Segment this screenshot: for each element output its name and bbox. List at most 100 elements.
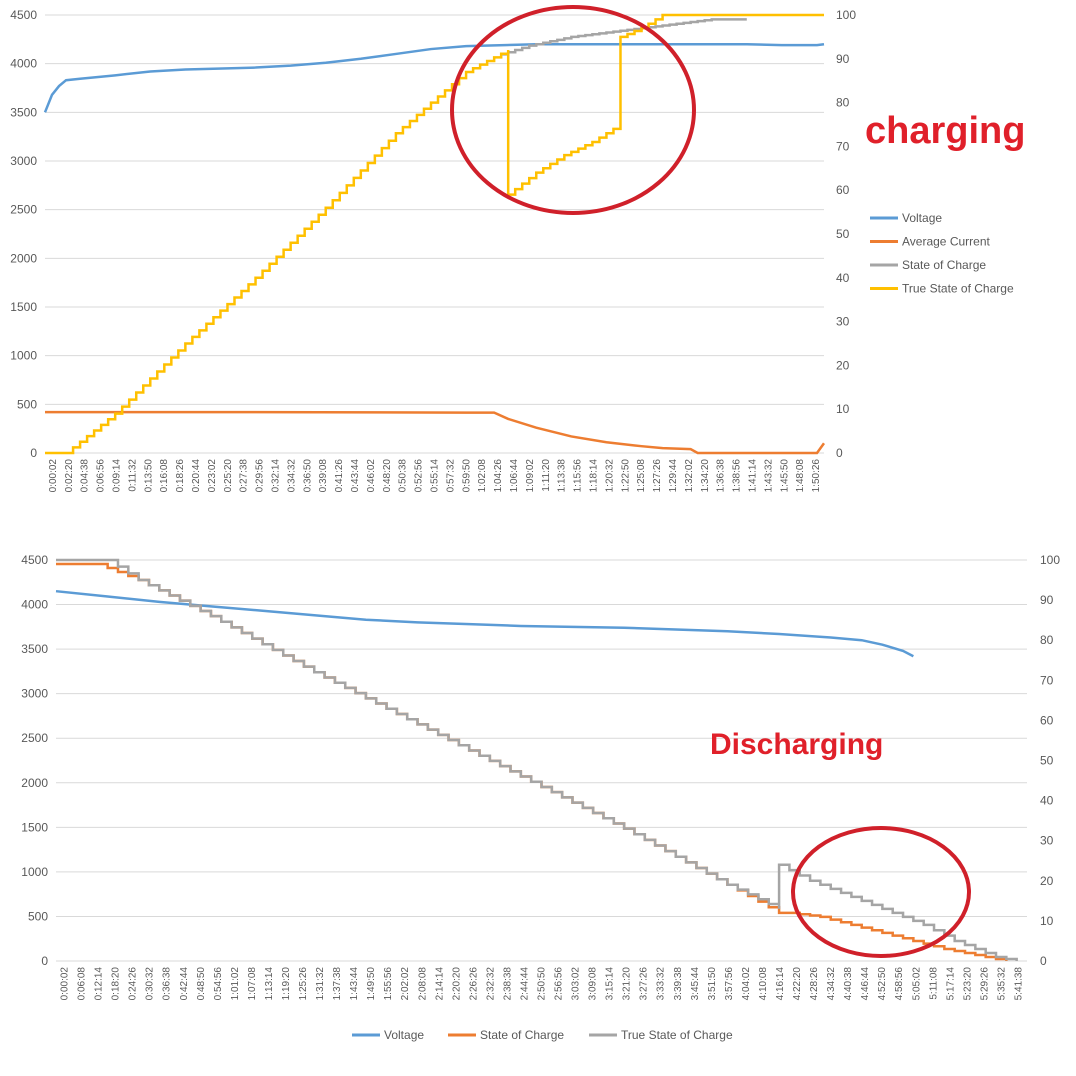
x-tick-label: 4:16:14 bbox=[775, 967, 786, 1001]
x-tick-label: 2:50:50 bbox=[537, 967, 548, 1001]
x-tick-label: 1:18:14 bbox=[588, 459, 599, 493]
y-right-tick-label: 40 bbox=[836, 271, 850, 285]
x-tick-label: 3:09:08 bbox=[588, 967, 599, 1001]
x-tick-label: 1:19:20 bbox=[281, 967, 292, 1001]
x-tick-label: 4:10:08 bbox=[758, 967, 769, 1001]
x-tick-label: 5:35:32 bbox=[996, 967, 1007, 1001]
x-tick-label: 2:56:56 bbox=[554, 967, 565, 1001]
x-tick-label: 0:04:38 bbox=[80, 459, 91, 493]
x-tick-label: 1:01:02 bbox=[230, 967, 241, 1001]
true-state-of-charge-line bbox=[45, 13, 824, 455]
x-tick-label: 0:27:38 bbox=[239, 459, 250, 493]
x-tick-label: 3:39:38 bbox=[673, 967, 684, 1001]
y-right-tick-label: 60 bbox=[1040, 713, 1054, 727]
x-tick-label: 1:25:26 bbox=[298, 967, 309, 1001]
y-left-tick-label: 4000 bbox=[21, 598, 48, 612]
x-tick-label: 4:46:44 bbox=[860, 967, 871, 1001]
x-tick-label: 0:12:14 bbox=[94, 967, 105, 1001]
x-tick-label: 1:15:56 bbox=[573, 459, 584, 493]
y-left-tick-label: 3500 bbox=[10, 105, 37, 119]
x-tick-label: 3:15:14 bbox=[605, 967, 616, 1001]
discharging-chart: 0 500 1000 1500 2000 2500 3000 3500 4000 4500 0 10 2… bbox=[21, 553, 1060, 1042]
y-left-tick-label: 1500 bbox=[21, 820, 48, 834]
x-tick-label: 5:41:38 bbox=[1013, 967, 1024, 1001]
x-tick-label: 1:43:32 bbox=[763, 459, 774, 493]
x-tick-label: 0:24:26 bbox=[128, 967, 139, 1001]
y-left-tick-label: 4000 bbox=[10, 57, 37, 71]
state-of-charge-line bbox=[501, 18, 747, 56]
x-tick-label: 4:58:56 bbox=[894, 967, 905, 1001]
legend-entry: Average Current bbox=[902, 235, 990, 249]
x-tick-label: 5:29:26 bbox=[979, 967, 990, 1001]
y-left-tick-label: 0 bbox=[41, 954, 48, 968]
x-tick-label: 0:16:08 bbox=[159, 459, 170, 493]
x-tick-label: 2:20:20 bbox=[451, 967, 462, 1001]
y-right-tick-label: 90 bbox=[836, 52, 850, 66]
x-tick-label: 1:13:14 bbox=[264, 967, 275, 1001]
x-tick-label: 0:18:20 bbox=[111, 967, 122, 1001]
x-tick-label: 2:44:44 bbox=[519, 967, 530, 1001]
x-tick-label: 5:05:02 bbox=[911, 967, 922, 1001]
discharging-label: Discharging bbox=[710, 728, 883, 761]
y-left-tick-label: 500 bbox=[17, 397, 37, 411]
y-right-tick-label: 70 bbox=[836, 139, 850, 153]
x-tick-label: 1:31:32 bbox=[315, 967, 326, 1001]
y-left-tick-label: 2000 bbox=[10, 251, 37, 265]
y-right-tick-label: 30 bbox=[1040, 834, 1054, 848]
x-tick-label: 0:06:08 bbox=[77, 967, 88, 1001]
x-tick-label: 1:34:20 bbox=[700, 459, 711, 493]
x-tick-label: 0:30:32 bbox=[145, 967, 156, 1001]
x-tick-label: 1:20:32 bbox=[604, 459, 615, 493]
discharging-highlight-circle bbox=[791, 826, 971, 958]
x-tick-label: 3:57:56 bbox=[724, 967, 735, 1001]
x-tick-label: 1:06:44 bbox=[509, 459, 520, 493]
x-tick-label: 0:48:20 bbox=[382, 459, 393, 493]
x-tick-label: 0:00:02 bbox=[48, 459, 59, 493]
x-tick-label: 1:11:20 bbox=[541, 459, 552, 492]
x-tick-label: 3:27:26 bbox=[639, 967, 650, 1001]
y-left-tick-label: 0 bbox=[30, 446, 37, 460]
y-right-tick-label: 70 bbox=[1040, 673, 1054, 687]
x-tick-label: 4:52:50 bbox=[877, 967, 888, 1001]
x-tick-label: 4:04:02 bbox=[741, 967, 752, 1001]
x-tick-label: 0:34:32 bbox=[286, 459, 297, 493]
x-tick-label: 4:34:32 bbox=[826, 967, 837, 1001]
x-tick-label: 1:04:26 bbox=[493, 459, 504, 493]
x-tick-label: 2:14:14 bbox=[434, 967, 445, 1001]
x-tick-label: 0:52:56 bbox=[414, 459, 425, 493]
x-tick-label: 3:33:32 bbox=[656, 967, 667, 1001]
legend-entry: Voltage bbox=[902, 211, 942, 225]
x-tick-label: 0:46:02 bbox=[366, 459, 377, 493]
legend-entry: True State of Charge bbox=[902, 282, 1014, 296]
x-tick-label: 0:50:38 bbox=[398, 459, 409, 493]
x-tick-label: 1:45:50 bbox=[779, 459, 790, 493]
y-left-tick-label: 3000 bbox=[10, 154, 37, 168]
x-tick-label: 0:32:14 bbox=[271, 459, 282, 493]
legend-entry: True State of Charge bbox=[621, 1028, 733, 1042]
x-tick-label: 2:32:32 bbox=[485, 967, 496, 1001]
x-tick-label: 1:32:02 bbox=[684, 459, 695, 493]
x-tick-label: 1:27:26 bbox=[652, 459, 663, 493]
x-tick-label: 0:36:50 bbox=[302, 459, 313, 493]
x-tick-label: 1:02:08 bbox=[477, 459, 488, 493]
x-tick-label: 3:45:44 bbox=[690, 967, 701, 1001]
charging-highlight-circle bbox=[450, 5, 696, 215]
x-tick-label: 3:21:20 bbox=[622, 967, 633, 1001]
x-tick-label: 0:18:26 bbox=[175, 459, 186, 493]
y-right-tick-label: 40 bbox=[1040, 794, 1054, 808]
y-left-tick-label: 1500 bbox=[10, 300, 37, 314]
x-tick-label: 0:48:50 bbox=[196, 967, 207, 1001]
x-tick-label: 0:00:02 bbox=[60, 967, 71, 1001]
y-right-tick-label: 100 bbox=[836, 8, 856, 22]
x-tick-label: 5:11:08 bbox=[928, 967, 939, 1000]
y-right-tick-label: 60 bbox=[836, 183, 850, 197]
x-tick-label: 2:02:02 bbox=[400, 967, 411, 1001]
x-tick-label: 1:36:38 bbox=[716, 459, 727, 493]
x-tick-label: 2:26:26 bbox=[468, 967, 479, 1001]
x-tick-label: 1:41:14 bbox=[747, 459, 758, 493]
x-tick-label: 2:38:38 bbox=[502, 967, 513, 1001]
x-tick-label: 0:41:26 bbox=[334, 459, 345, 493]
x-tick-label: 1:55:56 bbox=[383, 967, 394, 1001]
y-right-tick-label: 0 bbox=[1040, 954, 1047, 968]
x-tick-label: 1:13:38 bbox=[557, 459, 568, 493]
